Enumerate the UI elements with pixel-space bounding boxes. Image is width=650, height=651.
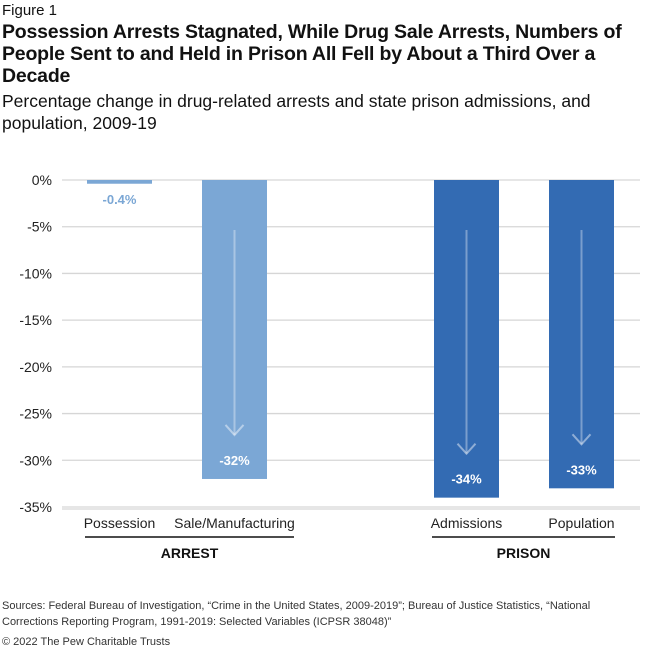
y-tick-label: -5% <box>27 219 52 235</box>
group-label: PRISON <box>497 545 551 561</box>
data-label: -33% <box>566 462 597 477</box>
x-tick-label: Sale/Manufacturing <box>174 515 295 531</box>
arrow-head-icon <box>224 424 245 437</box>
x-tick-label: Population <box>548 515 614 531</box>
y-tick-label: -15% <box>19 312 52 328</box>
chart-subtitle: Percentage change in drug-related arrest… <box>2 91 591 133</box>
source-note: Sources: Federal Bureau of Investigation… <box>2 600 591 628</box>
arrow-head-icon <box>456 442 477 456</box>
bar <box>87 180 152 184</box>
y-tick-label: -30% <box>19 452 52 468</box>
data-label: -34% <box>451 472 482 487</box>
x-tick-label: Admissions <box>431 515 503 531</box>
x-tick-label: Possession <box>84 515 156 531</box>
data-label: -0.4% <box>103 192 137 207</box>
y-tick-label: -25% <box>19 406 52 422</box>
chart-title: Possession Arrests Stagnated, While Drug… <box>2 21 622 87</box>
bar <box>202 180 267 479</box>
y-tick-label: 0% <box>32 172 52 188</box>
y-tick-label: -10% <box>19 265 52 281</box>
bar <box>434 180 499 498</box>
group-label: ARREST <box>161 545 219 561</box>
y-tick-label: -20% <box>19 359 52 375</box>
copyright: © 2022 The Pew Charitable Trusts <box>2 636 171 648</box>
bar <box>549 180 614 489</box>
arrow-head-icon <box>571 433 592 446</box>
figure-label: Figure 1 <box>2 2 58 19</box>
y-tick-label: -35% <box>19 499 52 515</box>
data-label: -32% <box>219 453 250 468</box>
